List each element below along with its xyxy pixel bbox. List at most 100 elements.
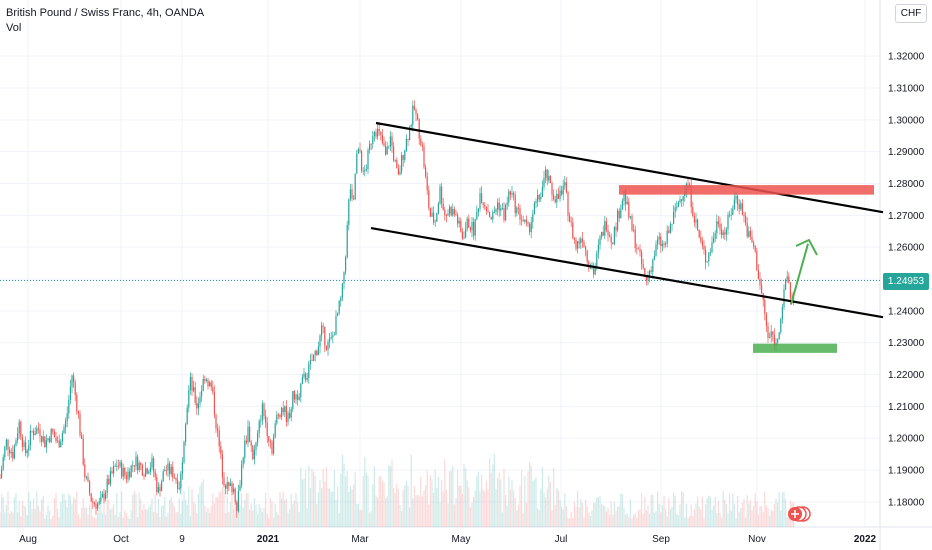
volume-bar xyxy=(423,490,425,527)
volume-bar xyxy=(618,505,620,527)
candle-body xyxy=(666,230,668,244)
volume-bar xyxy=(52,515,54,527)
volume-bar xyxy=(583,517,585,527)
volume-bar xyxy=(322,468,324,527)
volume-bar xyxy=(76,491,78,527)
candle-body xyxy=(690,185,692,208)
volume-bar xyxy=(130,510,132,527)
candle-body xyxy=(529,224,531,233)
candle-body xyxy=(578,241,580,244)
candle-body xyxy=(89,481,91,494)
volume-bar xyxy=(29,501,31,527)
volume-bar xyxy=(500,479,502,527)
volume-bar xyxy=(425,485,427,527)
volume-bar xyxy=(205,511,207,527)
volume-bar xyxy=(548,475,550,527)
candle-body xyxy=(642,264,644,268)
volume-bar xyxy=(428,504,430,527)
volume-bar xyxy=(108,499,110,527)
volume-bar xyxy=(81,508,83,527)
candle-body xyxy=(92,501,94,503)
candle-body xyxy=(247,426,249,443)
volume-bar xyxy=(397,488,399,527)
volume-bar xyxy=(733,503,735,527)
candle-body xyxy=(431,212,433,217)
volume-bar xyxy=(557,490,559,527)
volume-bar xyxy=(42,495,44,527)
candle-body xyxy=(325,345,327,350)
candle-body xyxy=(140,463,142,466)
volume-bar xyxy=(447,503,449,527)
candle-body xyxy=(252,445,254,460)
volume-bar xyxy=(375,495,377,527)
candle-body xyxy=(74,382,76,395)
currency-badge[interactable]: CHF xyxy=(895,4,927,23)
volume-bar xyxy=(421,496,423,527)
candle-body xyxy=(394,160,396,161)
candle-body xyxy=(33,431,35,436)
candle-body xyxy=(324,326,326,346)
candle-body xyxy=(679,199,681,203)
candle-body xyxy=(258,421,260,433)
volume-bar xyxy=(260,507,262,527)
candle-body xyxy=(386,147,388,155)
volume-bar xyxy=(199,486,201,527)
candle-body xyxy=(633,229,635,231)
volume-bar xyxy=(533,479,535,527)
volume-bar xyxy=(562,509,564,527)
candle-body xyxy=(290,409,292,418)
volume-bar xyxy=(508,476,510,527)
candle-body xyxy=(701,241,703,246)
x-tick-label: 2022 xyxy=(854,534,877,545)
volume-bar xyxy=(481,474,483,527)
volume-bar xyxy=(359,509,361,527)
volume-bar xyxy=(561,507,563,527)
volume-bar xyxy=(517,504,519,527)
candle-body xyxy=(399,171,401,175)
volume-bar xyxy=(580,499,582,527)
volume-bar xyxy=(277,515,279,527)
volume-bar xyxy=(601,503,603,527)
volume-bar xyxy=(354,471,356,527)
candle-body xyxy=(548,175,550,181)
volume-bar xyxy=(5,505,7,527)
candle-body xyxy=(735,196,737,200)
candle-body xyxy=(141,465,143,476)
candle-body xyxy=(759,278,761,286)
volume-bar xyxy=(604,506,606,527)
y-tick-label: 1.32000 xyxy=(888,52,925,63)
volume-bar xyxy=(340,473,342,527)
candle-body xyxy=(599,236,601,245)
volume-bar xyxy=(529,462,531,527)
candle-body xyxy=(778,332,780,340)
candle-body xyxy=(770,331,772,337)
candle-body xyxy=(10,451,12,454)
volume-bar xyxy=(242,507,244,527)
candle-body xyxy=(671,223,673,225)
candle-body xyxy=(287,413,289,422)
volume-bar xyxy=(44,518,46,527)
candle-body xyxy=(68,400,70,414)
candle-body xyxy=(713,238,715,243)
y-tick-label: 1.22000 xyxy=(888,370,925,381)
candle-body xyxy=(626,201,628,205)
volume-bar xyxy=(105,514,107,527)
candle-body xyxy=(169,463,171,475)
volume-bar xyxy=(417,494,419,527)
candle-body xyxy=(639,249,641,252)
candle-body xyxy=(180,473,182,489)
candle-body xyxy=(69,386,71,401)
volume-bar xyxy=(225,513,227,527)
time-axis[interactable]: Aug Oct 9 2021 Mar May Jul Sep Nov 2022 xyxy=(19,534,876,545)
candle-body xyxy=(543,177,545,187)
candle-body xyxy=(417,114,419,120)
volume-bar xyxy=(469,507,471,527)
candle-body xyxy=(21,437,23,447)
volume-bar xyxy=(36,491,38,527)
candle-body xyxy=(721,229,723,236)
volume-bar xyxy=(623,507,625,527)
volume-bar xyxy=(231,483,233,527)
volume-bar xyxy=(164,496,166,527)
candle-body xyxy=(746,223,748,237)
